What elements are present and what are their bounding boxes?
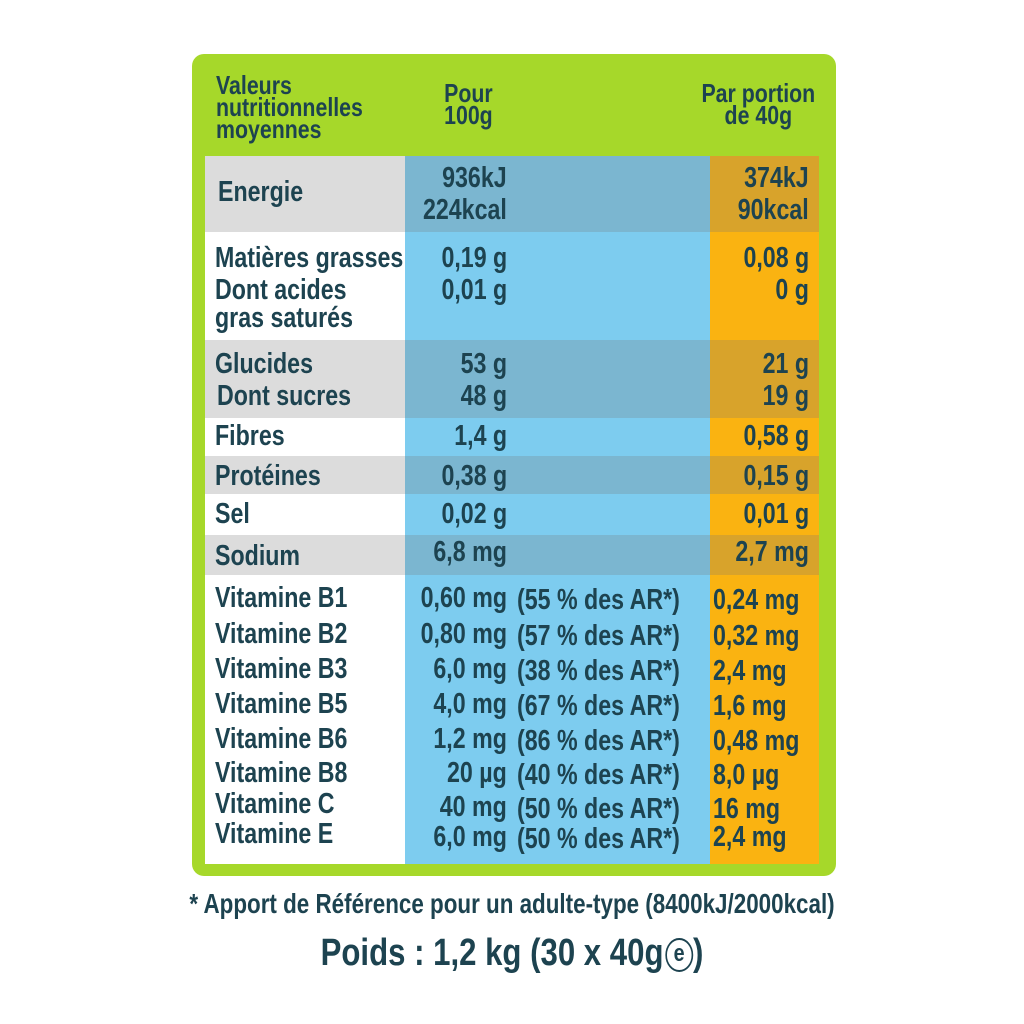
vitamin-name: Vitamine B6	[215, 723, 348, 755]
row-label-energie: Energie	[218, 176, 304, 208]
vitamin-ar-percent: (55 % des AR*)	[517, 584, 680, 616]
vitamin-name: Vitamine C	[215, 788, 335, 820]
header-per-100g: Pour 100g	[444, 78, 493, 130]
value-sucres-100g: 48 g	[460, 380, 507, 412]
row-label-proteines: Protéines	[215, 460, 321, 492]
value-sel-40g: 0,01 g	[743, 498, 809, 530]
vitamin-value-40g: 0,24 mg	[713, 584, 800, 616]
vitamin-ar-percent: (50 % des AR*)	[517, 793, 680, 825]
vitamin-name: Vitamine E	[215, 818, 334, 850]
value-glucides-100g: 53 g	[460, 348, 507, 380]
row-label-glucides: Glucides	[215, 348, 313, 380]
vitamin-value-40g: 2,4 mg	[713, 655, 787, 687]
vitamin-name: Vitamine B8	[215, 757, 348, 789]
vitamin-value-40g: 2,4 mg	[713, 821, 787, 853]
row-label-sodium: Sodium	[215, 540, 301, 572]
vitamin-value-100g: 40 mg	[439, 791, 507, 823]
row-band-proteines	[205, 456, 819, 494]
value-sodium-100g: 6,8 mg	[433, 536, 508, 568]
row-label-matieres-grasses: Matières grasses	[215, 242, 404, 274]
value-sucres-40g: 19 g	[762, 380, 809, 412]
value-glucides-40g: 21 g	[762, 348, 809, 380]
header-per-portion: Par portion de 40g	[701, 78, 816, 130]
value-acides-40g: 0 g	[775, 274, 809, 306]
vitamin-ar-percent: (40 % des AR*)	[517, 759, 680, 791]
vitamin-name: Vitamine B3	[215, 653, 348, 685]
column-per-100g	[405, 156, 711, 864]
estimated-sign-icon: e	[665, 937, 694, 972]
vitamin-value-100g: 0,80 mg	[420, 618, 507, 650]
net-weight: Poids : 1,2 kg (30 x 40g e)	[92, 932, 932, 975]
nutrition-table: Energie 936kJ 224kcal 374kJ 90kcal Matiè…	[205, 156, 819, 864]
vitamin-value-40g: 0,32 mg	[713, 620, 800, 652]
vitamin-name: Vitamine B2	[215, 618, 348, 650]
vitamin-name: Vitamine B1	[215, 582, 348, 614]
row-band-glucides	[205, 340, 819, 418]
row-band-sodium	[205, 535, 819, 575]
value-proteines-40g: 0,15 g	[743, 460, 809, 492]
vitamin-value-100g: 4,0 mg	[433, 688, 508, 720]
vitamin-value-100g: 1,2 mg	[433, 723, 508, 755]
value-fibres-100g: 1,4 g	[454, 420, 507, 452]
vitamin-value-100g: 6,0 mg	[433, 821, 508, 853]
vitamin-ar-percent: (86 % des AR*)	[517, 725, 680, 757]
vitamin-value-40g: 1,6 mg	[713, 690, 787, 722]
vitamin-value-40g: 8,0 µg	[713, 759, 780, 791]
vitamin-ar-percent: (38 % des AR*)	[517, 655, 680, 687]
value-matieres-100g: 0,19 g	[441, 242, 507, 274]
value-fibres-40g: 0,58 g	[743, 420, 809, 452]
row-band-energie	[205, 156, 819, 232]
vitamin-ar-percent: (57 % des AR*)	[517, 620, 680, 652]
value-matieres-40g: 0,08 g	[743, 242, 809, 274]
value-sel-100g: 0,02 g	[441, 498, 507, 530]
row-label-acides-1: Dont acides	[215, 274, 347, 306]
vitamin-ar-percent: (50 % des AR*)	[517, 823, 680, 855]
value-energie-kj-100g: 936kJ	[442, 162, 507, 194]
header-nutrition-values: Valeurs nutritionnelles moyennes	[216, 70, 363, 144]
value-acides-100g: 0,01 g	[441, 274, 507, 306]
row-label-sel: Sel	[215, 498, 250, 530]
vitamin-value-100g: 20 µg	[447, 757, 507, 789]
vitamin-value-40g: 0,48 mg	[713, 725, 800, 757]
net-weight-close: )	[693, 932, 704, 974]
reference-intake-footnote: * Apport de Référence pour un adulte-typ…	[189, 888, 835, 919]
row-label-sucres: Dont sucres	[217, 380, 352, 412]
vitamin-name: Vitamine B5	[215, 688, 348, 720]
value-proteines-100g: 0,38 g	[441, 460, 507, 492]
vitamin-value-100g: 0,60 mg	[420, 582, 507, 614]
net-weight-text: Poids : 1,2 kg (30 x 40g	[320, 932, 664, 974]
value-energie-kj-40g: 374kJ	[744, 162, 809, 194]
value-energie-kcal-40g: 90kcal	[738, 194, 809, 226]
vitamin-value-40g: 16 mg	[713, 793, 781, 825]
value-sodium-40g: 2,7 mg	[735, 536, 810, 568]
row-label-acides-2: gras saturés	[215, 302, 353, 334]
value-energie-kcal-100g: 224kcal	[423, 194, 507, 226]
vitamin-value-100g: 6,0 mg	[433, 653, 508, 685]
vitamin-ar-percent: (67 % des AR*)	[517, 690, 680, 722]
row-label-fibres: Fibres	[215, 420, 285, 452]
column-per-portion	[710, 156, 819, 864]
